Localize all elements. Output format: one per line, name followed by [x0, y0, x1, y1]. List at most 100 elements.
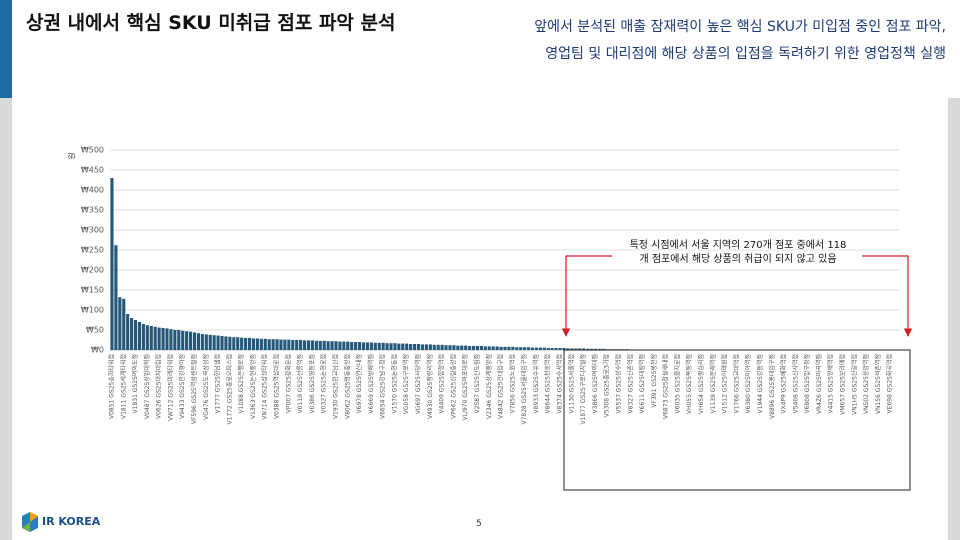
bar — [153, 326, 157, 350]
bar — [389, 343, 393, 350]
bar — [244, 338, 248, 350]
x-tick-label: V3866 GS25여의대점 — [591, 354, 599, 413]
bar — [491, 346, 495, 350]
bar — [212, 335, 216, 350]
x-tick-label: VN714 GS25삼성타워점 — [261, 354, 269, 420]
x-tick-label: V9433 GS25한강경아점 — [178, 354, 186, 419]
bar — [189, 331, 193, 350]
x-tick-label: V1772 GS25종로오피스점 — [225, 354, 233, 425]
x-tick-label: V0388 GS25역삼대로점 — [273, 354, 281, 419]
bar — [130, 318, 134, 350]
bar — [574, 348, 578, 350]
bar — [405, 343, 409, 350]
bar — [232, 337, 236, 350]
x-tick-label: VP662 GS25신림중앙점 — [449, 354, 457, 419]
y-tick-label: ₩500 — [81, 146, 104, 155]
bar — [519, 347, 523, 350]
x-tick-label: V1766 GS25교대역점 — [732, 354, 740, 413]
header-accent — [0, 0, 12, 98]
side-band — [948, 98, 960, 540]
bar — [511, 346, 515, 350]
x-tick-label: VH654 GS25왕십리점 — [697, 354, 705, 414]
slide-description: 앞에서 분석된 매출 잠재력이 높은 핵심 SKU가 미입점 중인 점포 파악,… — [534, 14, 946, 68]
bar — [393, 343, 397, 350]
x-tick-label: V8644 GS25천호역점 — [544, 354, 552, 413]
x-tick-label: V4415 GS25양재역점 — [827, 354, 835, 413]
x-tick-label: V6669 GS25방배역점 — [367, 354, 375, 413]
bar — [593, 348, 597, 350]
bar — [503, 346, 507, 350]
bar — [181, 330, 185, 350]
x-tick-label: VM657 GS25보라매점 — [839, 354, 847, 415]
bar — [275, 339, 279, 350]
x-tick-label: V1130 GS25서울역점 — [567, 354, 575, 413]
x-tick-label: V1811 GS25세계타워점 — [119, 354, 127, 419]
bar — [251, 338, 256, 350]
bar — [318, 340, 322, 350]
x-tick-label: V1139 GS25문래역점 — [709, 354, 717, 413]
x-tick-label: V2587 GS25신도림점 — [473, 354, 481, 413]
bar — [601, 348, 605, 350]
x-tick-label: V0851 GS25송파타워점 — [107, 354, 115, 419]
bar — [361, 342, 366, 350]
y-tick-label: ₩100 — [81, 306, 104, 315]
x-tick-label: V0487 GS25상암대학점 — [143, 354, 151, 419]
bar — [185, 331, 189, 350]
side-band — [0, 98, 12, 540]
x-tick-label: V8933 GS25수유역점 — [532, 354, 540, 413]
bar — [381, 342, 385, 350]
x-tick-label: VW712 GS25미래타워점 — [166, 354, 174, 421]
bar — [310, 340, 314, 350]
bar — [342, 341, 346, 350]
bar — [240, 337, 244, 350]
bar — [373, 342, 377, 350]
bar — [397, 343, 401, 350]
bar — [196, 333, 201, 350]
bar — [141, 324, 145, 350]
bar — [448, 345, 452, 350]
logo: IR KOREA — [22, 512, 101, 532]
bar — [479, 346, 483, 350]
logo-text: IR KOREA — [42, 515, 101, 528]
x-tick-label: V5408 GS25신사역점 — [791, 354, 799, 413]
x-tick-label: VN502 GS25응암역점 — [862, 354, 870, 414]
x-tick-label: V7856 GS25노원역점 — [508, 354, 516, 413]
bar — [365, 342, 370, 350]
bar — [534, 347, 539, 350]
x-tick-label: VG476 GS25도곡삼성점 — [202, 354, 210, 420]
x-tick-label: VN1H5 GS25신길역점 — [850, 354, 858, 415]
annotation: 개 점포에서 해당 상품의 취급이 되지 않고 있음 — [639, 252, 836, 265]
bar — [350, 342, 354, 350]
bar — [566, 348, 570, 350]
bar — [558, 348, 562, 350]
x-tick-label: V1831 GS25여의도점 — [131, 354, 139, 413]
bar — [326, 341, 330, 350]
bar — [118, 297, 122, 350]
bar — [173, 330, 177, 350]
bar — [161, 328, 165, 350]
x-tick-label: VF596 GS25역삼센트럴점 — [190, 354, 198, 424]
bar — [401, 343, 405, 350]
bar — [295, 340, 299, 350]
bar — [413, 344, 417, 350]
bar — [460, 345, 464, 350]
bar — [369, 342, 373, 350]
bar — [322, 340, 326, 350]
x-tick-label: VN156 GS25석촌역점 — [874, 354, 882, 414]
x-tick-label: V4842 GS25건대입구점 — [497, 354, 505, 419]
bar — [589, 348, 594, 350]
bar — [334, 341, 338, 350]
bar — [208, 334, 212, 350]
bar — [169, 329, 173, 350]
bar — [330, 341, 334, 350]
bar — [204, 334, 208, 350]
bar — [287, 339, 291, 350]
bar — [483, 346, 487, 350]
arrow — [862, 255, 913, 337]
x-tick-label: V5537 GS25성수역점 — [614, 354, 622, 413]
y-tick-label: ₩250 — [81, 246, 104, 255]
arrow — [561, 255, 612, 337]
page-number: 5 — [476, 519, 482, 529]
x-tick-label: V6611 GS25대림역점 — [638, 354, 646, 413]
